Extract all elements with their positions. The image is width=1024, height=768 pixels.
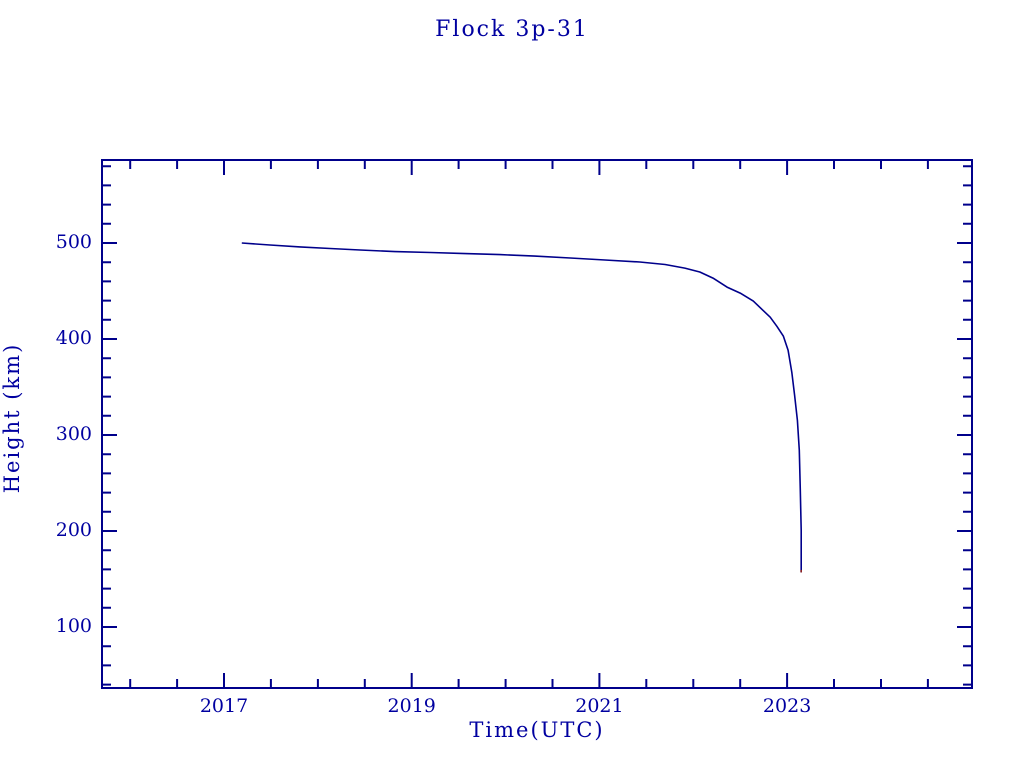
y-tick-label: 300 <box>55 423 92 446</box>
y-tick-label: 200 <box>55 519 92 542</box>
plot-frame <box>101 159 973 689</box>
axis-ticks <box>103 161 971 687</box>
chart-title: Flock 3p-31 <box>435 17 589 42</box>
height-curve <box>241 242 803 573</box>
y-tick-label: 500 <box>55 231 92 254</box>
x-tick-label: 2021 <box>575 695 624 717</box>
x-tick-label: 2017 <box>199 695 249 717</box>
x-tick-label: 2023 <box>762 695 812 717</box>
y-axis-label: Height (km) <box>0 342 24 494</box>
y-tick-label: 400 <box>55 327 92 350</box>
x-tick-label: 2019 <box>387 695 436 717</box>
x-axis-label: Time(UTC) <box>469 718 605 742</box>
y-tick-label: 100 <box>55 615 92 638</box>
